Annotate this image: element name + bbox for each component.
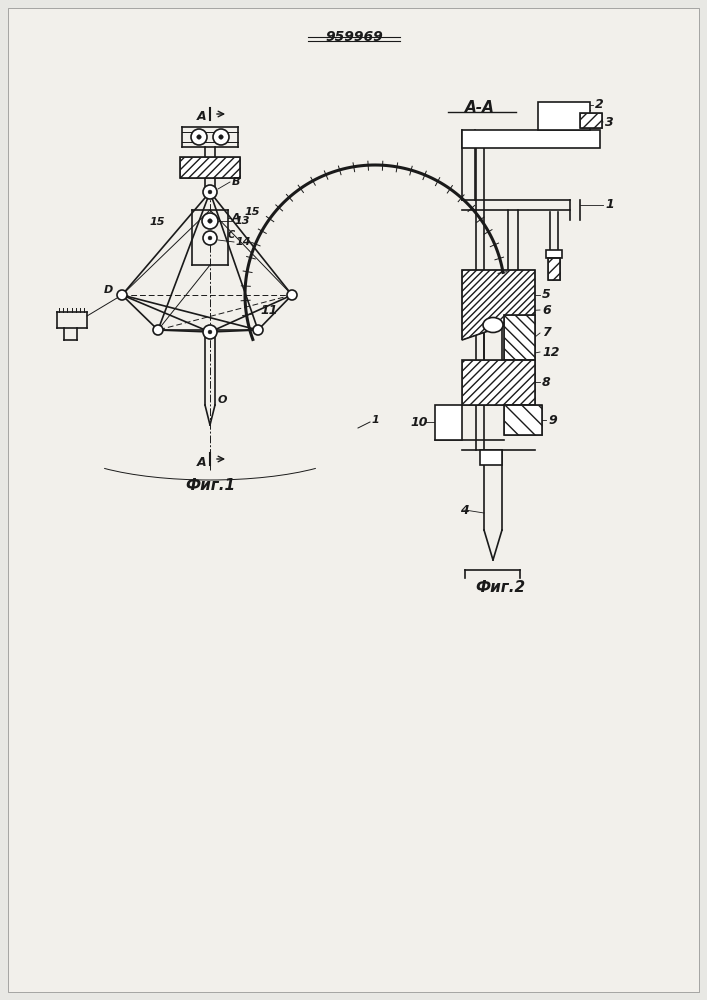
Text: 8: 8 [542,375,551,388]
Text: 11: 11 [260,304,278,316]
Circle shape [253,325,263,335]
Circle shape [203,231,217,245]
Text: 13: 13 [235,216,250,226]
Text: O: O [218,395,228,405]
Circle shape [203,185,217,199]
Text: 10: 10 [410,416,428,428]
Circle shape [203,325,217,339]
Polygon shape [504,405,542,435]
Polygon shape [435,405,462,440]
Polygon shape [548,258,560,280]
Polygon shape [462,360,535,405]
Circle shape [213,129,229,145]
Text: 7: 7 [542,326,551,340]
Circle shape [208,219,212,223]
Polygon shape [538,102,590,130]
Text: 15: 15 [245,207,260,217]
Text: A: A [197,456,206,468]
Polygon shape [504,315,535,360]
Polygon shape [480,450,502,465]
Text: Фиг.1: Фиг.1 [185,478,235,492]
Text: В: В [232,177,240,187]
Text: 12: 12 [542,346,559,359]
Polygon shape [462,270,535,340]
Text: A-A: A-A [465,101,495,115]
Text: 6: 6 [542,304,551,316]
Text: 15: 15 [150,217,165,227]
Polygon shape [180,157,240,178]
Text: C: C [228,230,235,240]
Polygon shape [8,8,699,992]
Text: 2: 2 [595,99,604,111]
Text: 1: 1 [605,198,614,212]
Polygon shape [580,113,602,128]
Text: Фиг.2: Фиг.2 [475,580,525,595]
Text: A: A [197,110,206,123]
Circle shape [153,325,163,335]
Text: 4: 4 [460,504,469,516]
Circle shape [202,213,218,229]
Circle shape [191,129,207,145]
Text: 5: 5 [542,288,551,302]
Circle shape [197,135,201,139]
Ellipse shape [483,318,503,332]
Circle shape [287,290,297,300]
Polygon shape [546,250,562,258]
Text: 9: 9 [548,414,556,426]
Circle shape [218,135,223,139]
Circle shape [117,290,127,300]
Text: 959969: 959969 [325,30,383,44]
Text: 1: 1 [372,415,380,425]
Circle shape [208,236,212,240]
Text: 14: 14 [236,237,252,247]
Text: D: D [104,285,113,295]
Text: 3: 3 [605,115,614,128]
Circle shape [208,190,212,194]
Text: A: A [232,213,240,223]
Circle shape [208,330,212,334]
Polygon shape [462,130,600,148]
